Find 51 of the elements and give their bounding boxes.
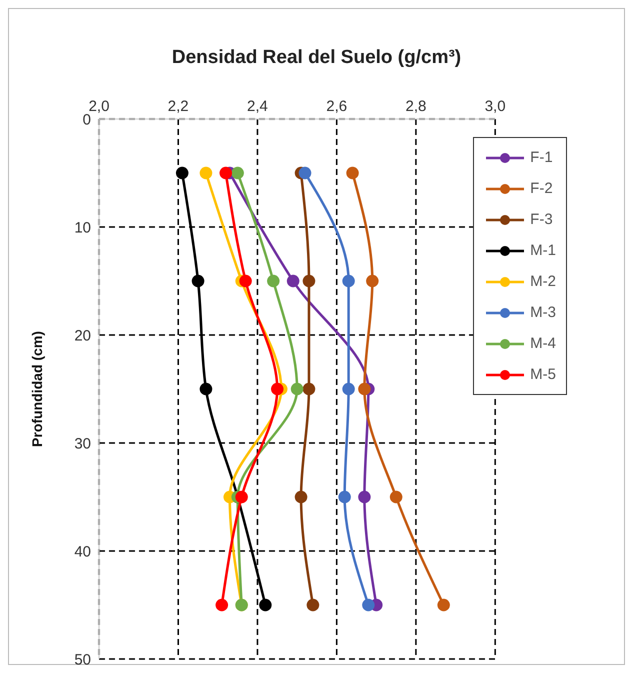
point — [176, 166, 188, 180]
point — [346, 166, 359, 180]
point — [358, 490, 371, 504]
x-tick-label: 2,6 — [326, 98, 348, 115]
point — [302, 274, 316, 288]
point — [286, 274, 300, 288]
point — [259, 598, 272, 612]
point — [342, 274, 355, 288]
point — [192, 274, 204, 288]
x-tick-label: 3,0 — [484, 98, 506, 115]
point — [338, 490, 351, 504]
point — [358, 382, 371, 396]
point — [366, 274, 379, 288]
point — [216, 598, 228, 612]
y-tick-label: 40 — [74, 543, 91, 560]
point — [200, 382, 212, 396]
point — [235, 490, 248, 504]
x-tick-label: 2,4 — [247, 98, 268, 115]
y-tick-label: 0 — [82, 111, 91, 128]
legend-label: F-2 — [530, 180, 553, 197]
legend-label: M-5 — [530, 366, 556, 383]
point — [306, 598, 320, 612]
y-tick-label: 30 — [74, 435, 91, 452]
legend-label: F-1 — [530, 149, 553, 166]
point — [294, 490, 308, 504]
legend-label: M-3 — [530, 304, 556, 321]
legend-label: F-3 — [530, 211, 553, 228]
point — [231, 166, 244, 180]
legend-label: M-4 — [530, 335, 556, 352]
point — [267, 274, 280, 288]
chart-title: Densidad Real del Suelo (g/cm³) — [170, 47, 462, 69]
x-tick-label: 2,8 — [405, 98, 426, 115]
point — [342, 382, 355, 396]
point — [220, 166, 232, 180]
legend-label: M-2 — [530, 273, 556, 290]
x-tick-label: 2,2 — [168, 98, 189, 115]
point — [437, 598, 450, 612]
point — [239, 274, 252, 288]
point — [302, 382, 316, 396]
point — [271, 382, 284, 396]
y-axis-title: Profundidad (cm) — [28, 331, 45, 447]
point — [362, 598, 375, 612]
y-tick-label: 50 — [74, 651, 91, 668]
point — [298, 166, 312, 180]
point — [290, 382, 304, 396]
x-tick-label: 2,0 — [88, 98, 110, 115]
legend-label: M-1 — [530, 242, 556, 259]
point — [200, 166, 212, 180]
point — [390, 490, 402, 504]
y-tick-label: 20 — [74, 327, 91, 344]
y-tick-label: 10 — [74, 219, 91, 236]
